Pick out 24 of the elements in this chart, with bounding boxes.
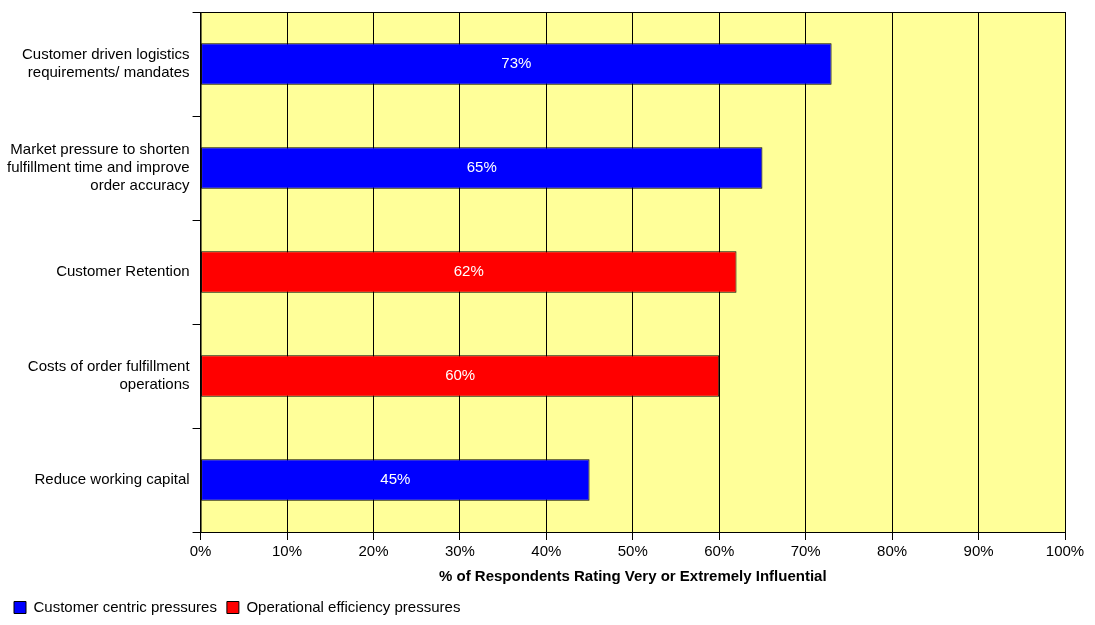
y-tick-label: Costs of order fulfillment operations — [27, 357, 191, 393]
x-tick-label: 90% — [963, 542, 994, 560]
x-tick-label: 60% — [704, 542, 735, 560]
y-tick-label: Reduce working capital — [34, 470, 190, 488]
text: 45% — [380, 470, 411, 488]
text: 60% — [445, 366, 476, 384]
y-tick-label: Customer Retention — [56, 262, 190, 280]
x-axis-title: % of Respondents Rating Very or Extremely Influential — [438, 567, 827, 585]
text: 73% — [501, 54, 532, 72]
x-tick-label: 50% — [617, 542, 648, 560]
x-tick-label: 10% — [272, 542, 303, 560]
x-tick-label: 70% — [790, 542, 821, 560]
x-tick-label: 100% — [1045, 542, 1085, 560]
x-tick-label: 20% — [358, 542, 389, 560]
text: 65% — [466, 158, 497, 176]
y-tick-label: Customer driven logistics requirements/ mandates — [22, 45, 190, 81]
x-tick-label: 0% — [189, 542, 212, 560]
x-tick-label: 30% — [444, 542, 475, 560]
legend-label: Customer centric pressures — [33, 597, 217, 615]
legend-label: Operational efficiency pressures — [246, 597, 461, 615]
text: 62% — [453, 262, 484, 280]
y-tick-label: Market pressure to shorten fulfillment time and improve order accuracy — [6, 140, 191, 194]
x-tick-label: 40% — [531, 542, 562, 560]
x-tick-label: 80% — [877, 542, 908, 560]
